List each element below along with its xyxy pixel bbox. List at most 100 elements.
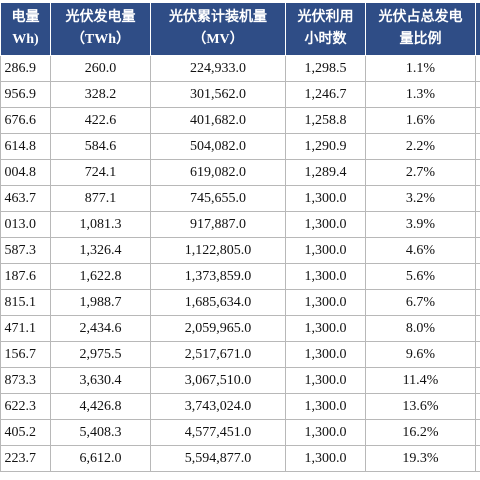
table-cell: 6.7%	[365, 289, 476, 316]
table-cell: 286.9	[0, 55, 51, 82]
table-cell: 405.2	[0, 419, 51, 446]
table-row: 463.7 877.1 745,655.0 1,300.0 3.2%	[0, 185, 480, 212]
table-cell: 422.6	[50, 107, 151, 134]
table-cell: 1,122,805.0	[150, 237, 286, 264]
table-cell: 1,300.0	[285, 419, 366, 446]
table-row: 223.7 6,612.0 5,594,877.0 1,300.0 19.3%	[0, 445, 480, 472]
table-cell: 584.6	[50, 133, 151, 160]
header-text: （MV）	[192, 32, 244, 47]
table-cell: 3,067,510.0	[150, 367, 286, 394]
header-text: 小时数	[304, 32, 347, 47]
table-cell: 1,289.4	[285, 159, 366, 186]
table-cell: 3,630.4	[50, 367, 151, 394]
table-cell: 2,517,671.0	[150, 341, 286, 368]
table-row: 873.3 3,630.4 3,067,510.0 1,300.0 11.4%	[0, 367, 480, 394]
table-cell: 1,246.7	[285, 81, 366, 108]
table-cell	[475, 367, 480, 394]
table-cell: 156.7	[0, 341, 51, 368]
table-cell: 301,562.0	[150, 81, 286, 108]
table-cell	[475, 107, 480, 134]
table-cell: 3.9%	[365, 211, 476, 238]
table-cell	[475, 81, 480, 108]
table-cell	[475, 185, 480, 212]
table-cell: 619,082.0	[150, 159, 286, 186]
table-cell: 1,300.0	[285, 341, 366, 368]
table-cell	[475, 315, 480, 342]
table-cell: 11.4%	[365, 367, 476, 394]
header-cell: 光伏占总发电 量比例	[365, 2, 476, 56]
table-cell: 4.6%	[365, 237, 476, 264]
table-row: 956.9 328.2 301,562.0 1,246.7 1.3%	[0, 81, 480, 108]
header-cell	[475, 2, 480, 56]
table-cell: 1,685,634.0	[150, 289, 286, 316]
table-cell	[475, 55, 480, 82]
table-cell: 676.6	[0, 107, 51, 134]
table-cell: 745,655.0	[150, 185, 286, 212]
table-cell: 956.9	[0, 81, 51, 108]
table-cell: 917,887.0	[150, 211, 286, 238]
table-row: 815.1 1,988.7 1,685,634.0 1,300.0 6.7%	[0, 289, 480, 316]
table-cell: 1.6%	[365, 107, 476, 134]
table-cell	[475, 419, 480, 446]
table-cell	[475, 133, 480, 160]
header-cell: 电量 Wh)	[0, 2, 51, 56]
table-cell: 3.2%	[365, 185, 476, 212]
table-cell: 004.8	[0, 159, 51, 186]
table-cell: 1,988.7	[50, 289, 151, 316]
table-row: 405.2 5,408.3 4,577,451.0 1,300.0 16.2%	[0, 419, 480, 446]
header-text: 光伏利用	[297, 10, 354, 25]
table-cell: 2.7%	[365, 159, 476, 186]
header-cell: 光伏发电量 （TWh）	[50, 2, 151, 56]
table-row: 676.6 422.6 401,682.0 1,258.8 1.6%	[0, 107, 480, 134]
table-cell	[475, 159, 480, 186]
table-cell: 873.3	[0, 367, 51, 394]
table-cell: 3,743,024.0	[150, 393, 286, 420]
table-cell: 2.2%	[365, 133, 476, 160]
table-cell: 1,258.8	[285, 107, 366, 134]
table-row: 471.1 2,434.6 2,059,965.0 1,300.0 8.0%	[0, 315, 480, 342]
table-cell: 401,682.0	[150, 107, 286, 134]
table-cell: 877.1	[50, 185, 151, 212]
table-row: 156.7 2,975.5 2,517,671.0 1,300.0 9.6%	[0, 341, 480, 368]
table-row: 614.8 584.6 504,082.0 1,290.9 2.2%	[0, 133, 480, 160]
table-cell: 1.1%	[365, 55, 476, 82]
table-cell: 8.0%	[365, 315, 476, 342]
table-cell: 5,594,877.0	[150, 445, 286, 472]
table-cell: 13.6%	[365, 393, 476, 420]
table-cell: 6,612.0	[50, 445, 151, 472]
table-cell: 724.1	[50, 159, 151, 186]
table-row: 587.3 1,326.4 1,122,805.0 1,300.0 4.6%	[0, 237, 480, 264]
table-cell: 1,300.0	[285, 185, 366, 212]
header-text: 光伏累计装机量	[169, 10, 267, 25]
table-cell: 1,326.4	[50, 237, 151, 264]
table-cell	[475, 211, 480, 238]
table-cell: 1,300.0	[285, 367, 366, 394]
data-table: 电量 Wh) 光伏发电量 （TWh） 光伏累计装机量 （MV） 光伏利用小时数 光伏占总发电量…	[0, 2, 480, 472]
table-cell: 2,059,965.0	[150, 315, 286, 342]
table-cell: 471.1	[0, 315, 51, 342]
table-cell: 013.0	[0, 211, 51, 238]
table-cell: 1,300.0	[285, 263, 366, 290]
table-cell: 1,300.0	[285, 211, 366, 238]
table-row: 004.8 724.1 619,082.0 1,289.4 2.7%	[0, 159, 480, 186]
table-cell: 260.0	[50, 55, 151, 82]
header-cell: 光伏累计装机量 （MV）	[150, 2, 286, 56]
table-cell	[475, 445, 480, 472]
table-cell: 2,975.5	[50, 341, 151, 368]
header-text: 光伏占总发电	[378, 10, 463, 25]
table-row: 286.9 260.0 224,933.0 1,298.5 1.1%	[0, 55, 480, 82]
table-cell: 223.7	[0, 445, 51, 472]
header-text: Wh)	[12, 32, 39, 47]
table-cell: 9.6%	[365, 341, 476, 368]
header-text: 量比例	[399, 32, 442, 47]
table-cell: 622.3	[0, 393, 51, 420]
table-cell	[475, 237, 480, 264]
table-cell: 614.8	[0, 133, 51, 160]
table-cell: 2,434.6	[50, 315, 151, 342]
table-cell: 1,300.0	[285, 289, 366, 316]
header-text: 光伏发电量	[65, 10, 136, 25]
table-cell: 4,577,451.0	[150, 419, 286, 446]
table-cell	[475, 393, 480, 420]
table-cell: 4,426.8	[50, 393, 151, 420]
